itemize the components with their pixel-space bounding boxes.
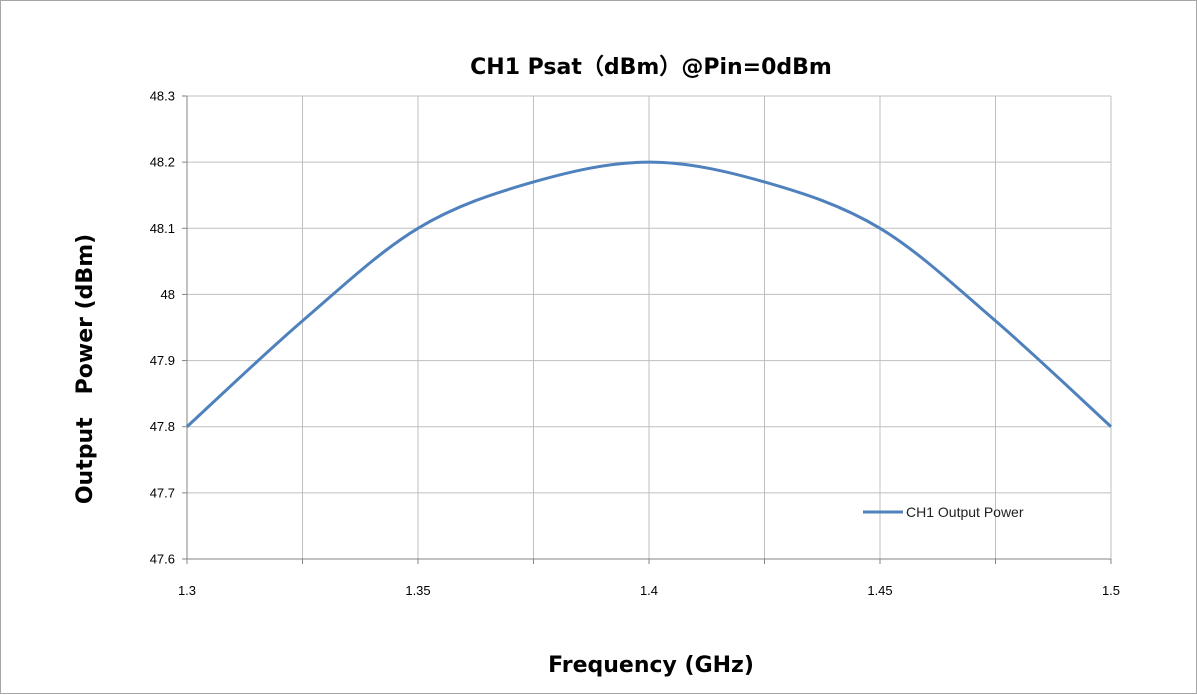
tick-labels: 47.6 47.7 47.8 47.9 48 48.1 48.2 48.3 1.3 1.35 1.4…: [150, 89, 1120, 599]
y-tick-label: 48: [161, 287, 175, 302]
legend-label: CH1 Output Power: [906, 504, 1024, 520]
y-tick-label: 47.6: [150, 552, 175, 567]
x-tick-label: 1.5: [1102, 583, 1120, 598]
y-tick-label: 47.9: [150, 353, 175, 368]
chart-title: CH1 Psat（dBm）@Pin=0dBm: [470, 55, 832, 80]
x-tick-label: 1.4: [640, 583, 658, 598]
legend: CH1 Output Power: [863, 504, 1024, 520]
grid: [186, 95, 1112, 560]
x-tick-label: 1.35: [405, 583, 430, 598]
axes: [182, 95, 1112, 564]
x-tick-label: 1.3: [178, 583, 196, 598]
series-layer: [185, 160, 1113, 428]
y-tick-label: 48.2: [150, 155, 175, 170]
x-tick-label: 1.45: [867, 583, 892, 598]
series-line: [185, 160, 1113, 428]
y-tick-label: 47.7: [150, 485, 175, 500]
x-axis-title: Frequency (GHz): [548, 653, 754, 678]
y-axis-title: Output Power (dBm): [73, 234, 98, 504]
y-tick-label: 48.1: [150, 221, 175, 236]
y-tick-label: 48.3: [150, 89, 175, 104]
y-tick-label: 47.8: [150, 419, 175, 434]
